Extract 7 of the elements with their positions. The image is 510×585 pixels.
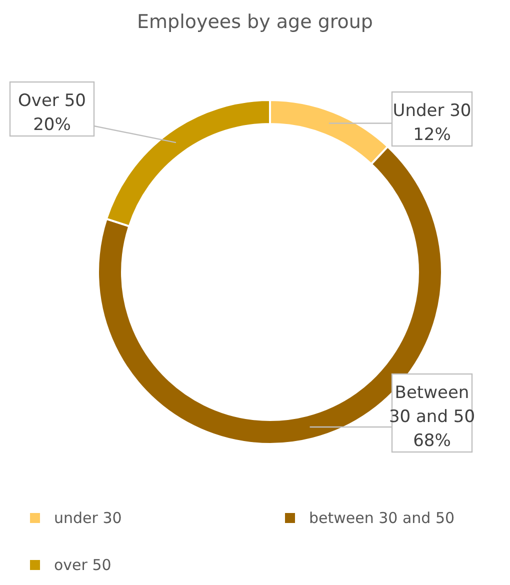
legend-label: between 30 and 50 [309,509,455,527]
legend-label: under 30 [54,509,122,527]
data-label: Under 30 12% [392,101,472,145]
legend-label: over 50 [54,556,112,574]
data-label: Between 30 and 50 68% [388,383,476,451]
chart-title: Employees by age group [137,11,373,33]
data-label: Over 50 20% [18,91,86,135]
